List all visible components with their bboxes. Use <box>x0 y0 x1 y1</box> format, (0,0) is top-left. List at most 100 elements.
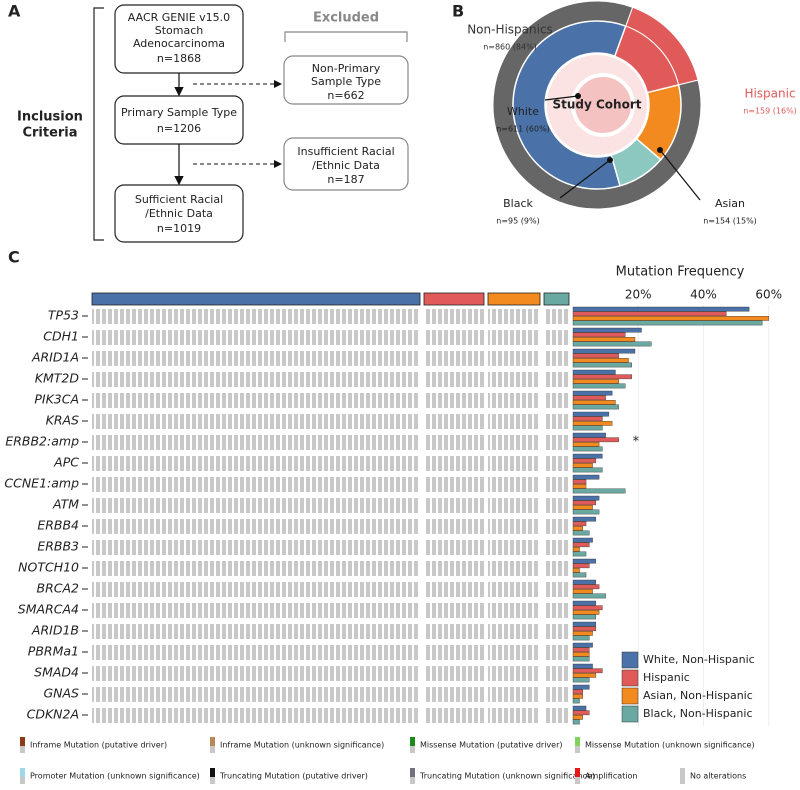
legend-swatch <box>621 651 639 669</box>
onco-row <box>544 477 569 492</box>
legend-label: Inframe Mutation (unknown significance) <box>220 741 384 750</box>
box-text: AACR GENIE v15.0 <box>128 11 230 24</box>
bar-chart: Mutation Frequency 20% 40% 60% * White, Non-H… <box>572 265 782 726</box>
onco-row <box>488 561 540 576</box>
bar <box>572 705 587 711</box>
onco-row <box>424 477 484 492</box>
onco-row <box>92 309 420 324</box>
bar <box>572 579 597 585</box>
bar <box>572 453 603 459</box>
bar <box>572 635 590 641</box>
onco-row <box>92 666 420 681</box>
bar <box>572 526 583 531</box>
onco-row <box>488 498 540 513</box>
onco-row <box>424 561 484 576</box>
bar <box>572 642 593 648</box>
bar <box>572 353 619 359</box>
onco-row <box>424 435 484 450</box>
bar <box>572 474 600 480</box>
donut-value-label: n=860 (84%) <box>483 43 537 52</box>
bar <box>572 530 590 536</box>
onco-row <box>92 414 420 429</box>
box-text: Sufficient Racial <box>135 193 223 206</box>
legend-swatch <box>410 737 415 746</box>
gene-label: NOTCH10 <box>18 560 79 575</box>
bar <box>572 537 593 543</box>
legend-swatch <box>621 705 639 723</box>
onco-row <box>424 708 484 723</box>
donut-label: Hispanic <box>744 87 795 101</box>
legend-label: Truncating Mutation (putative driver) <box>219 772 368 781</box>
onco-row <box>92 687 420 702</box>
bar <box>572 311 727 317</box>
side-label: Criteria <box>22 126 77 141</box>
side-label: Inclusion <box>17 110 83 125</box>
legend-label: No alterations <box>690 772 746 781</box>
bar <box>572 605 603 611</box>
gene-label: TP53 <box>48 308 79 323</box>
onco-row <box>92 351 420 366</box>
box-text: /Ethnic Data <box>145 207 213 220</box>
panel-label: A <box>8 2 21 21</box>
box <box>283 55 409 105</box>
onco-row <box>488 330 540 345</box>
bar <box>572 614 597 620</box>
onco-row <box>488 309 540 324</box>
donut-label: Asian <box>715 197 745 210</box>
box-text: Stomach <box>155 24 204 37</box>
onco-row <box>544 330 569 345</box>
gene-label: CDH1 <box>43 329 79 344</box>
bar <box>572 383 626 389</box>
donut-value-label: n=154 (15%) <box>703 217 757 226</box>
bar <box>572 593 606 599</box>
bar <box>572 677 590 683</box>
bar <box>572 484 587 489</box>
bar <box>572 521 587 527</box>
x-tick-label: 60% <box>755 288 782 302</box>
onco-row <box>92 330 420 345</box>
donut-label: Non-Hispanics <box>467 23 553 37</box>
onco-row <box>544 351 569 366</box>
bar <box>572 432 606 438</box>
onco-row <box>424 351 484 366</box>
onco-row <box>544 666 569 681</box>
onco-row <box>92 624 420 639</box>
alteration-legend: Inframe Mutation (putative driver) Infram… <box>20 737 755 784</box>
onco-row <box>488 519 540 534</box>
legend-label: Inframe Mutation (putative driver) <box>30 741 167 750</box>
onco-row <box>488 477 540 492</box>
onco-row <box>92 477 420 492</box>
onco-row <box>92 372 420 387</box>
onco-row <box>488 582 540 597</box>
legend-label: Promoter Mutation (unknown significance) <box>30 772 200 781</box>
bar <box>572 306 750 312</box>
box <box>283 137 409 191</box>
onco-row <box>92 645 420 660</box>
x-tick-label: 20% <box>625 288 652 302</box>
onco-row <box>92 456 420 471</box>
box-text: Primary Sample Type <box>121 106 237 119</box>
bar <box>572 610 600 615</box>
gene-label: SMARCA4 <box>18 602 79 617</box>
onco-row <box>424 372 484 387</box>
onco-row <box>544 582 569 597</box>
bar <box>572 563 590 569</box>
donut-value-label: n=95 (9%) <box>496 217 539 226</box>
bar <box>572 337 636 342</box>
bar <box>572 719 580 725</box>
bar <box>572 694 583 699</box>
bar <box>572 589 593 594</box>
legend-swatch <box>621 669 639 687</box>
onco-row <box>92 561 420 576</box>
flowchart: Inclusion Criteria Excluded AACR GENIE v… <box>17 4 409 243</box>
leader-line <box>544 95 579 101</box>
bar <box>572 698 580 704</box>
bar <box>572 404 619 410</box>
gene-label: ARID1B <box>31 623 79 638</box>
bar <box>572 316 769 321</box>
box-text: n=1206 <box>157 122 201 135</box>
donut-inner-slice <box>512 20 627 190</box>
bar <box>572 374 632 380</box>
bar <box>572 463 593 468</box>
donut-label: Black <box>503 197 533 210</box>
